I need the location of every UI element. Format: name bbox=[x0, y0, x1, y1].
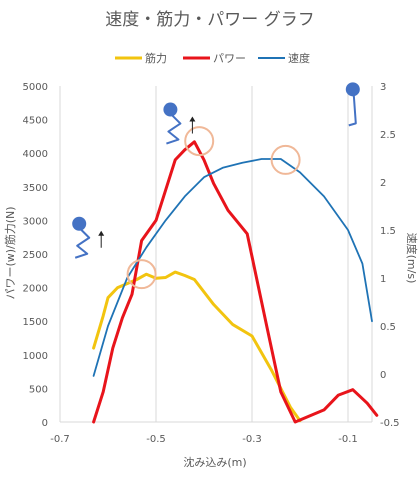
y-tick-label-left-8: 4000 bbox=[23, 149, 48, 160]
standing-figure-top-head bbox=[345, 82, 360, 97]
legend-label-speed: 速度 bbox=[288, 51, 310, 65]
chart-title: 速度・筋力・パワー グラフ bbox=[105, 10, 314, 30]
highlight-circle-1 bbox=[184, 126, 215, 157]
standing-figure-top-body bbox=[348, 95, 357, 127]
squat-figure-bottom-body bbox=[74, 229, 91, 259]
y-tick-label-left-0: 0 bbox=[42, 418, 48, 429]
series-line-0 bbox=[92, 270, 302, 423]
squat-figure-mid bbox=[163, 102, 196, 145]
series-group bbox=[92, 140, 379, 424]
y-tick-label-right-4: 1.5 bbox=[380, 226, 396, 237]
y-tick-label-left-4: 2000 bbox=[23, 284, 48, 295]
y-tick-label-left-7: 3500 bbox=[23, 183, 48, 194]
series-line-2 bbox=[92, 158, 373, 377]
legend: 筋力 パワー 速度 bbox=[115, 51, 310, 65]
y-tick-label-left-2: 1000 bbox=[23, 351, 48, 362]
y-tick-label-right-2: 0.5 bbox=[380, 322, 396, 333]
y-tick-label-right-6: 2.5 bbox=[380, 130, 396, 141]
y-tick-label-left-1: 500 bbox=[29, 384, 48, 395]
y-tick-label-left-9: 4500 bbox=[23, 116, 48, 127]
highlight-circle-2 bbox=[270, 144, 301, 175]
y-tick-label-left-3: 1500 bbox=[23, 317, 48, 328]
squat-figure-mid-body bbox=[166, 114, 182, 145]
y-tick-label-left-5: 2500 bbox=[23, 250, 48, 261]
y-tick-label-left-6: 3000 bbox=[23, 216, 48, 227]
y-tick-label-left-10: 5000 bbox=[23, 82, 48, 93]
squat-figure-mid-head bbox=[163, 102, 178, 117]
x-tick-label-0: -0.7 bbox=[50, 434, 70, 445]
x-tick-label-1: -0.5 bbox=[146, 434, 166, 445]
x-tick-label-2: -0.3 bbox=[242, 434, 262, 445]
y-tick-label-right-5: 2 bbox=[380, 178, 386, 189]
y-axis-label-left: パワー(w)/筋力(N) bbox=[3, 206, 17, 299]
squat-figure-bottom bbox=[72, 216, 105, 259]
grid bbox=[59, 86, 349, 422]
highlight-circle-0 bbox=[126, 259, 157, 290]
squat-figure-mid-arrow-head bbox=[189, 116, 196, 122]
legend-label-muscle: 筋力 bbox=[145, 51, 167, 65]
y-axis-label-right: 速度(m/s) bbox=[405, 233, 419, 284]
legend-label-power: パワー bbox=[213, 52, 246, 65]
y-tick-label-right-1: 0 bbox=[380, 370, 386, 381]
y-tick-label-right-7: 3 bbox=[380, 82, 386, 93]
y-tick-label-right-3: 1 bbox=[380, 274, 386, 285]
squat-figure-bottom-head bbox=[72, 216, 87, 231]
series-line-1 bbox=[92, 140, 379, 424]
y-tick-label-right-0: -0.5 bbox=[380, 418, 400, 429]
x-tick-label-3: -0.1 bbox=[338, 434, 358, 445]
axes: -0.7 -0.5 -0.3 -0.1 0 500 1000 1500 2000 2500 3000… bbox=[23, 82, 400, 445]
squat-figure-bottom-arrow-head bbox=[98, 230, 105, 236]
x-axis-label: 沈み込み(m) bbox=[183, 455, 246, 469]
standing-figure-top bbox=[345, 82, 360, 127]
annotations bbox=[72, 82, 360, 290]
